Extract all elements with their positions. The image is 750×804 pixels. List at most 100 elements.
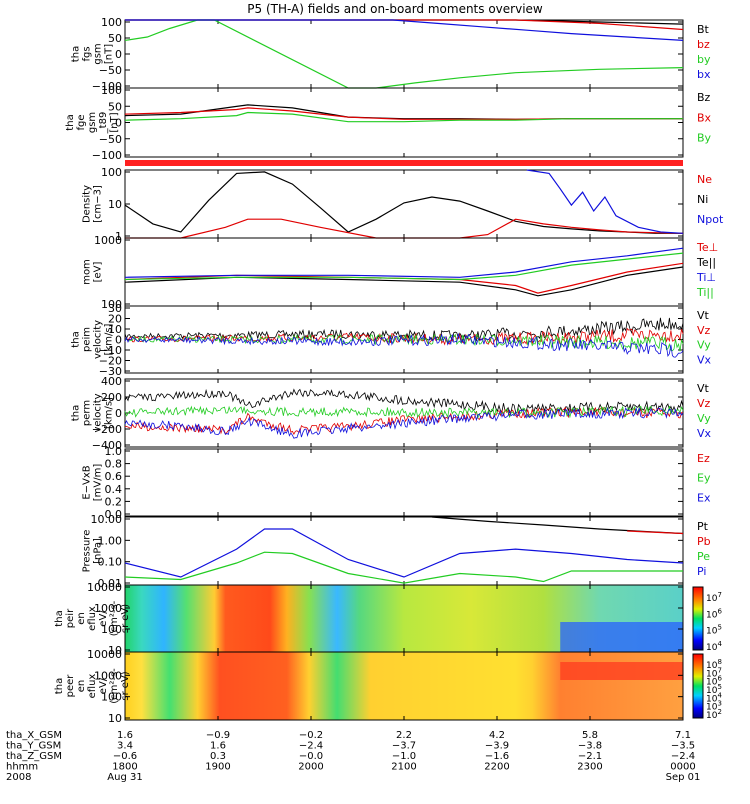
series-3-line — [124, 247, 684, 278]
y-tick-label: 30 — [108, 302, 122, 315]
y-axis-label-line: tha — [65, 114, 76, 130]
panel-8: 10.00 1.00 0.10 0.01 Pressure [nPa] Pt Pb Pe Pi — [82, 513, 711, 590]
heatmap-low-flux-region — [560, 622, 683, 652]
y-axis-label-line: sr-eV) — [120, 671, 131, 700]
y-axis-label-line: eflux — [87, 606, 98, 631]
y-tick-label: 10000 — [87, 648, 122, 661]
y-axis-label-line: gsm — [93, 43, 104, 64]
colorbar-label: 107 — [706, 591, 722, 604]
y-tick-label: 50 — [108, 32, 122, 45]
colorbar-exponent: 3 — [717, 700, 721, 708]
legend-entry: Vt — [697, 382, 710, 395]
legend-entry: Te|| — [696, 256, 716, 269]
y-axis-label-line: (cm²-s- — [109, 600, 120, 636]
y-axis-label-line: [mV/m] — [93, 464, 104, 502]
series-1-line — [124, 388, 684, 414]
y-tick-label: 0 — [115, 334, 122, 347]
y-tick-label: 200 — [101, 391, 122, 404]
y-tick-label: −200 — [92, 423, 122, 436]
footer-cell: 1900 — [205, 762, 230, 773]
y-axis-label-line: [km/s] — [104, 323, 115, 355]
y-axis-label-line: eV/ — [98, 610, 109, 627]
footer-cell: −2.4 — [299, 741, 323, 752]
y-axis-label: tha fge gsm _t89 [nT] — [65, 112, 120, 135]
y-tick-label: −100 — [92, 149, 122, 162]
y-axis-label-line: fgs — [82, 46, 93, 61]
footer-cell: 2000 — [298, 762, 323, 773]
y-tick-label: 1 — [115, 230, 122, 243]
legend-entry: Bx — [697, 111, 712, 124]
y-axis-label-line: en — [76, 680, 87, 693]
legend-entry: by — [697, 53, 711, 66]
legend-entry: Vy — [697, 412, 711, 425]
series-1-line — [124, 317, 684, 343]
footer-cell: −3.5 — [671, 741, 695, 752]
colorbar-label: 105 — [706, 624, 722, 637]
y-axis-label-line: gsm — [87, 112, 98, 133]
figure-title: P5 (TH-A) fields and on-board moments ov… — [247, 2, 543, 16]
y-axis-label-line: tha — [54, 610, 65, 626]
footer-cell: −1.0 — [392, 751, 416, 762]
y-axis-label-line: [km/s] — [104, 397, 115, 429]
y-axis-label: E−VxB [mV/m] — [82, 464, 104, 502]
y-axis-label-line: peim — [82, 327, 93, 352]
colorbar-exponent: 4 — [717, 691, 722, 699]
colorbar-exponent: 2 — [717, 708, 721, 716]
y-tick-label: 10 — [108, 712, 122, 725]
footer-row-label: tha_X_GSM — [6, 730, 62, 741]
panel-3: 100 10 1 Density [cm−3] Ne Ni Npot — [82, 166, 724, 243]
y-tick-label: 1000 — [94, 669, 122, 682]
series-4-line — [124, 551, 683, 584]
y-tick-label: 100 — [101, 691, 122, 704]
y-tick-label: 100 — [101, 623, 122, 636]
panel-2: 100 50 0 −50 −100 tha fge gsm _t89 [nT] Bz Bx By — [65, 84, 712, 162]
y-axis-label-line: tha — [71, 331, 82, 347]
footer-cell: −0.9 — [206, 730, 230, 741]
y-tick-label: 50 — [108, 100, 122, 113]
colorbar-exponent: 4 — [717, 640, 722, 648]
y-tick-label: −100 — [92, 80, 122, 93]
series-1-line — [124, 262, 684, 294]
y-axis-label-line: velocity — [93, 393, 104, 432]
y-axis-label-line: [cm−3] — [93, 185, 104, 223]
panel-frame — [124, 87, 684, 158]
y-tick-label: 100 — [101, 84, 122, 97]
series-3-line — [124, 528, 684, 578]
series-3-line — [526, 169, 684, 234]
footer-cell: 1.6 — [210, 741, 226, 752]
y-tick-label: −10 — [99, 344, 122, 357]
y-axis-label-line: Density — [82, 185, 93, 223]
series-1-line — [124, 171, 683, 234]
y-tick-label: 100 — [101, 298, 122, 311]
legend-entry: Ni — [697, 193, 708, 206]
footer-cell: 1.6 — [117, 730, 133, 741]
y-axis-label-line: sr-eV) — [120, 604, 131, 633]
legend-entry: Pb — [697, 535, 711, 548]
footer-cell: 2300 — [577, 762, 602, 773]
y-tick-label: −50 — [99, 133, 122, 146]
footer-row-label: tha_Y_GSM — [6, 741, 61, 752]
legend-entry: Vz — [697, 397, 711, 410]
y-axis-label-line: fge — [76, 114, 87, 130]
y-axis-label-line: tha — [71, 46, 82, 62]
y-tick-label: 0 — [115, 407, 122, 420]
heatmap-high-flux-band — [560, 662, 683, 680]
colorbar-label: 106 — [706, 607, 722, 620]
footer-cell: 0.3 — [210, 751, 226, 762]
colorbar — [692, 586, 704, 651]
series-3-line — [124, 405, 684, 420]
y-axis-label-line: [nT] — [104, 44, 115, 64]
legend-entry: Bz — [697, 91, 711, 104]
y-axis-label-line: mom — [82, 259, 93, 285]
footer-cell: 0000 — [670, 762, 695, 773]
y-axis-label-line: (cm²-s- — [109, 668, 120, 704]
colorbar-exponent: 5 — [717, 683, 721, 691]
y-axis-label: mom [eV] — [82, 259, 104, 285]
footer-cell: 1800 — [112, 762, 137, 773]
legend-entry: Te⊥ — [696, 241, 718, 254]
footer-cell: −0.2 — [299, 730, 323, 741]
y-tick-label: 10 — [108, 323, 122, 336]
legend-entry: Pt — [697, 520, 709, 533]
